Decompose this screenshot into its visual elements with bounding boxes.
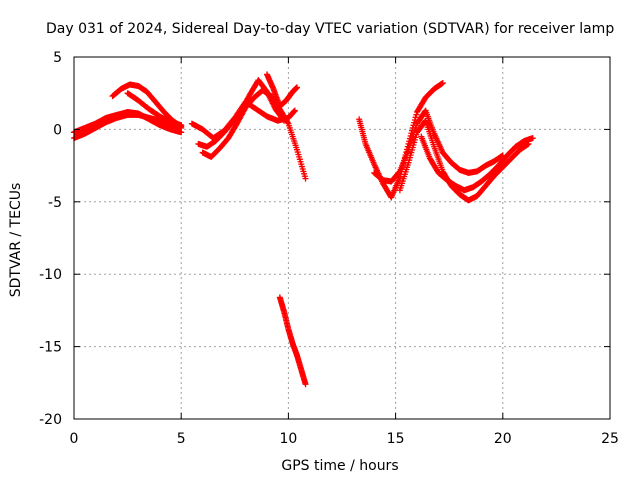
chart-title: Day 031 of 2024, Sidereal Day-to-day VTE… bbox=[46, 21, 614, 37]
data-point bbox=[178, 122, 185, 129]
axis-ticks: 0 5 10 15 20 25 -20 -15 -10 -5 0 5 bbox=[39, 50, 619, 447]
x-tick-label: 20 bbox=[494, 431, 512, 447]
plot-frame bbox=[73, 56, 611, 420]
y-tick-label: 0 bbox=[53, 122, 62, 138]
data-point bbox=[284, 119, 291, 126]
data-point bbox=[291, 107, 298, 114]
series-track-8 bbox=[263, 71, 300, 110]
series-track-13 bbox=[418, 133, 536, 194]
data-point bbox=[412, 114, 419, 121]
y-tick-label: -5 bbox=[48, 195, 62, 211]
data-point bbox=[529, 135, 536, 142]
data-point bbox=[302, 175, 309, 182]
data-point bbox=[413, 111, 420, 118]
x-tick-label: 25 bbox=[601, 431, 619, 447]
x-tick-label: 5 bbox=[177, 431, 186, 447]
data-point bbox=[293, 84, 300, 91]
y-tick-label: -10 bbox=[39, 267, 62, 283]
x-tick-label: 15 bbox=[387, 431, 405, 447]
x-tick-label: 10 bbox=[279, 431, 297, 447]
series-track-9 bbox=[276, 294, 309, 388]
y-axis-label: SDTVAR / TECUs bbox=[8, 183, 24, 298]
series-track-11 bbox=[371, 107, 506, 185]
x-axis-label: GPS time / hours bbox=[281, 458, 398, 474]
data-point bbox=[178, 129, 185, 136]
data-series bbox=[71, 71, 536, 388]
y-tick-label: -20 bbox=[39, 412, 62, 428]
data-point bbox=[439, 80, 446, 87]
y-tick-label: -15 bbox=[39, 340, 62, 356]
series-track-12 bbox=[396, 117, 532, 204]
y-tick-label: 5 bbox=[53, 50, 62, 66]
x-tick-label: 0 bbox=[70, 431, 79, 447]
data-point bbox=[302, 381, 309, 388]
series-track-4 bbox=[124, 90, 185, 129]
